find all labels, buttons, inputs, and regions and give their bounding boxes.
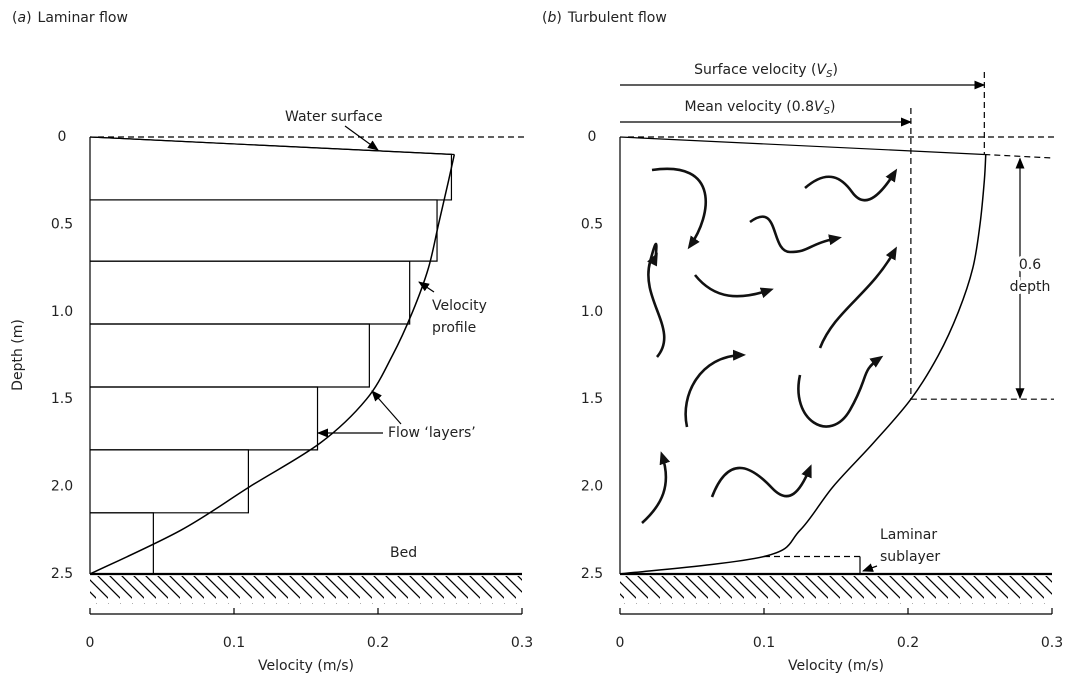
y-tick-label: 1.5 [581, 391, 603, 407]
annotation-part: S [824, 106, 831, 117]
velocity-profile [619, 154, 987, 575]
flow-layer [90, 512, 154, 575]
bed-hatch [90, 576, 522, 604]
annotation: Laminar [880, 527, 937, 543]
annotation-part: ) [832, 62, 837, 78]
y-tick-label: 1.0 [581, 304, 603, 320]
annotation-arrow [371, 390, 402, 425]
y-tick-label: 1.0 [51, 304, 73, 320]
x-tick-label: 0.1 [753, 635, 775, 651]
annotation: Bed [390, 545, 417, 561]
annotation-part: V [817, 62, 828, 78]
panel-title-text: Laminar flow [38, 10, 128, 26]
y-tick-label: 1.5 [51, 391, 73, 407]
panel-letter: ( [12, 10, 17, 26]
flow-layer [90, 260, 411, 325]
flow-layer [89, 136, 453, 201]
y-tick-label: 2.0 [581, 479, 603, 495]
annotation: sublayer [880, 549, 940, 565]
flow-layer [90, 323, 370, 388]
y-tick-label: 0 [588, 129, 597, 145]
flow-layer [90, 199, 438, 262]
bed-hatch [620, 576, 1052, 604]
x-axis-label: Velocity (m/s) [258, 658, 354, 674]
annotation-arrow [344, 125, 379, 151]
flow-layer [90, 386, 319, 451]
annotation-part: ) [830, 99, 835, 115]
y-axis-label: Depth (m) [10, 319, 26, 391]
panel-title: (a) Laminar flow [12, 10, 128, 26]
turbulent-eddies [641, 167, 898, 524]
panel-letter: b [547, 10, 556, 26]
x-tick-label: 0.3 [511, 635, 533, 651]
annotation-part: Mean velocity (0.8 [685, 99, 815, 115]
annotation: Water surface [285, 109, 383, 125]
x-tick-label: 0.2 [367, 635, 389, 651]
annotation: depth [1010, 279, 1051, 295]
flow-layer [90, 449, 249, 514]
annotation: profile [432, 320, 476, 336]
velocity-profile [89, 154, 456, 575]
x-tick-label: 0.3 [1041, 635, 1063, 651]
x-tick-label: 0.2 [897, 635, 919, 651]
panel-letter: ) [26, 10, 31, 26]
panel-title-text: Turbulent flow [567, 10, 667, 26]
annotation-part: S [826, 69, 833, 80]
x-axis-label: Velocity (m/s) [788, 658, 884, 674]
panel-letter: ) [556, 10, 561, 26]
water-surface [619, 136, 985, 156]
water-surface [984, 153, 1053, 159]
panel-title: (b) Turbulent flow [542, 10, 667, 26]
annotation-part: Surface velocity ( [694, 62, 816, 78]
annotation: Mean velocity (0.8VS) [685, 99, 836, 117]
x-tick-label: 0 [86, 635, 95, 651]
annotation: 0.6 [1019, 257, 1041, 273]
y-tick-label: 0.5 [51, 216, 73, 232]
panel-letter: ( [542, 10, 547, 26]
y-tick-label: 0.5 [581, 216, 603, 232]
y-tick-label: 2.0 [51, 479, 73, 495]
y-tick-label: 2.5 [51, 566, 73, 582]
y-tick-label: 2.5 [581, 566, 603, 582]
x-tick-label: 0 [616, 635, 625, 651]
annotation: Flow ‘layers’ [388, 425, 476, 441]
annotation: Surface velocity (VS) [694, 62, 838, 80]
panel-letter: a [17, 10, 26, 26]
y-tick-label: 0 [58, 129, 67, 145]
annotation-part: V [814, 99, 825, 115]
annotation-arrow [862, 563, 878, 572]
x-tick-label: 0.1 [223, 635, 245, 651]
annotation: Velocity [432, 298, 487, 314]
annotation-arrow [418, 281, 435, 293]
